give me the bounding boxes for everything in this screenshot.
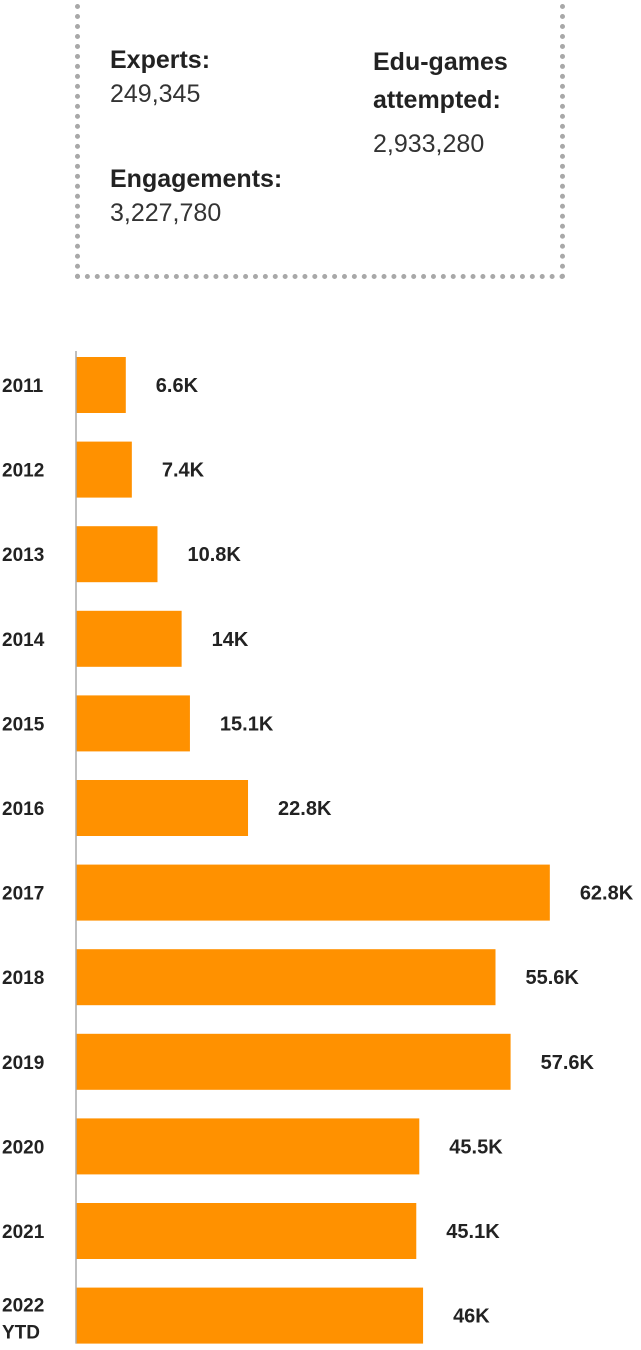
stat-experts-value: 249,345 [110,80,201,108]
value-label: 57.6K [541,1052,595,1074]
value-label: 15.1K [220,713,274,735]
value-label: 55.6K [526,967,580,989]
bar-2015 [76,695,190,752]
value-label: 62.8K [580,883,634,905]
bar-2013 [76,526,158,583]
value-label: 10.8K [187,544,241,566]
category-label: 2017 [2,884,44,905]
category-label: 2011 [2,376,44,397]
stat-experts-label: Experts: [110,46,211,74]
category-label: 2019 [2,1053,44,1074]
bar-2021 [76,1203,417,1259]
category-label: 2016 [2,799,44,820]
stat-edugames-label: Edu-games attempted: [373,48,508,114]
value-label: 46K [453,1306,490,1328]
stat-edugames-value: 2,933,280 [373,130,485,158]
bar-2022-ytd [76,1287,424,1344]
bar-2016 [76,780,249,836]
stat-experts: Experts: 249,345 [110,43,210,111]
category-label: 2018 [2,968,44,989]
category-label: 2012 [2,461,44,482]
value-label: 22.8K [278,798,332,820]
category-label: 2021 [2,1222,45,1243]
bar-2018 [76,949,496,1006]
bar-2014 [76,610,182,667]
stats-box: Experts: 249,345 Engagements: 3,227,780 … [75,0,565,279]
bar-2011 [76,357,126,413]
value-label: 45.5K [449,1136,503,1158]
category-label: 2015 [2,714,45,735]
stat-engagements-value: 3,227,780 [110,199,222,227]
stat-engagements: Engagements: 3,227,780 [110,162,282,230]
category-label: 2022 YTD [2,1296,44,1344]
bar-2020 [76,1118,420,1175]
category-label: 2020 [2,1137,44,1158]
bar-2019 [76,1033,511,1090]
value-label: 7.4K [162,460,205,482]
value-label: 45.1K [446,1221,500,1243]
stat-edugames: Edu-games attempted: 2,933,280 [373,43,563,161]
bar-2012 [76,441,132,498]
category-label: 2013 [2,545,44,566]
category-label: 2014 [2,630,45,651]
value-label: 14K [212,629,249,651]
value-label: 6.6K [156,375,199,397]
stat-engagements-label: Engagements: [110,165,283,193]
bar-2017 [76,864,550,921]
